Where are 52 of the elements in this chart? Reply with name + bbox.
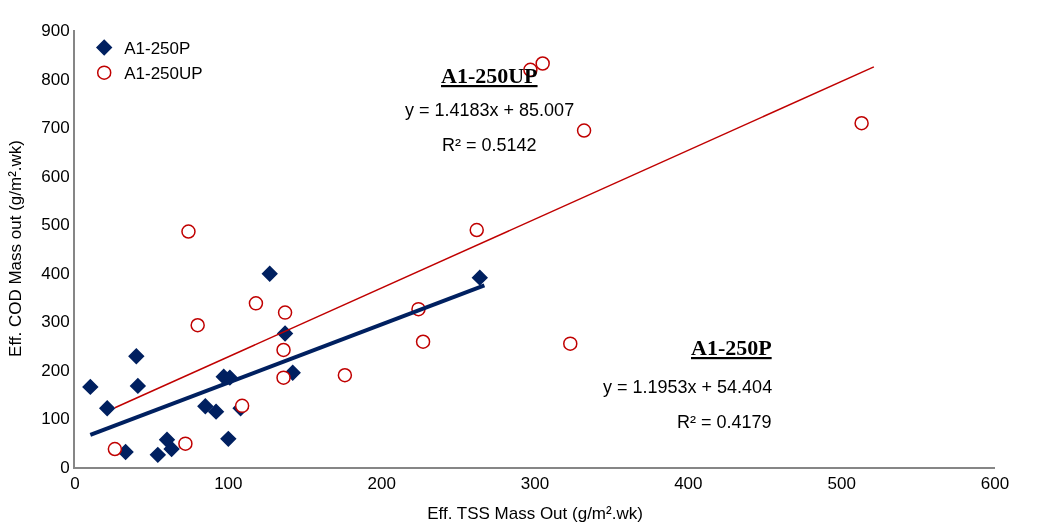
point [159, 431, 175, 448]
point [190, 317, 205, 333]
point [197, 398, 214, 415]
point [82, 378, 99, 395]
point [535, 56, 550, 71]
x-tick-label: 100 [214, 474, 243, 494]
y-tick-label: 900 [41, 20, 70, 40]
y-tick-label: 300 [41, 312, 70, 332]
x-tick-label: 500 [827, 474, 856, 494]
point [277, 305, 293, 320]
point [854, 115, 869, 131]
y-tick-label: 200 [41, 360, 70, 380]
point [276, 370, 291, 385]
y-tick-label: 100 [41, 409, 70, 429]
point [471, 269, 488, 286]
x-tick-label: 300 [520, 474, 550, 494]
point [276, 342, 291, 358]
point [178, 436, 193, 451]
point [220, 430, 237, 447]
point [99, 400, 116, 417]
point [261, 265, 278, 282]
point [149, 446, 166, 463]
y-axis-title: Eff. COD Mass out (g/m².wk) [6, 140, 26, 357]
x-tick-label: 600 [980, 474, 1010, 494]
annotation: y = 1.4183x + 85.007 [405, 100, 575, 120]
point [469, 222, 484, 238]
legend-label: A1-250UP [124, 64, 203, 84]
y-tick-label: 600 [41, 166, 70, 186]
x-tick-label: 200 [367, 474, 396, 494]
point [563, 336, 578, 351]
point [208, 403, 224, 420]
annotation: A1-250P [691, 335, 772, 360]
legend-label: A1-250P [124, 39, 191, 59]
annotation: y = 1.1953x + 54.404 [603, 377, 773, 397]
annotation: R² = 0.5142 [442, 135, 537, 155]
y-tick-label: 400 [41, 263, 70, 283]
x-tick-label: 400 [674, 474, 703, 494]
point [337, 367, 353, 383]
x-axis-title: Eff. TSS Mass Out (g/m².wk) [427, 504, 643, 524]
y-tick-label: 0 [60, 457, 70, 477]
point [576, 123, 592, 138]
annotation: A1-250UP [441, 63, 538, 88]
point [415, 334, 431, 349]
y-tick-label: 500 [41, 215, 70, 235]
y-tick-label: 700 [41, 118, 70, 138]
point [163, 441, 180, 457]
point [128, 348, 145, 365]
annotation: R² = 0.4179 [677, 412, 772, 432]
point [248, 296, 264, 311]
y-tick-label: 800 [41, 69, 70, 89]
point [107, 441, 123, 457]
point [129, 378, 146, 394]
